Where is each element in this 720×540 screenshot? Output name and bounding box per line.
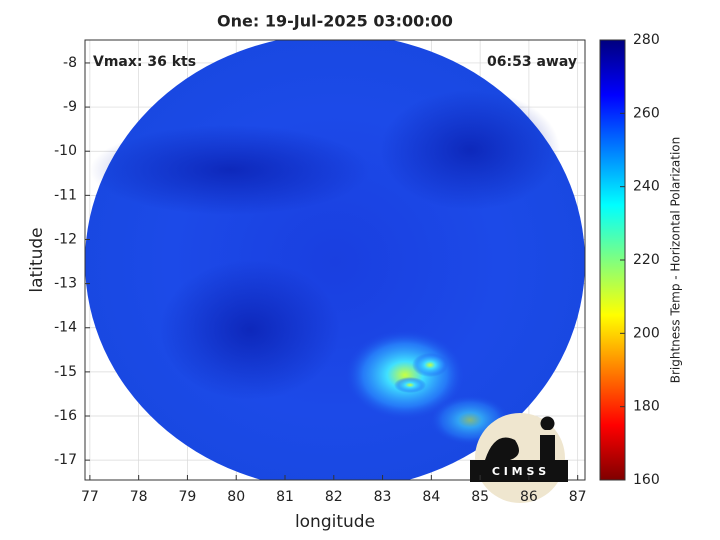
- x-tick-label: 82: [325, 489, 343, 505]
- x-tick-label: 80: [227, 489, 245, 505]
- colorbar-tick-label: 160: [633, 472, 660, 488]
- y-axis-label: latitude: [27, 227, 47, 292]
- y-tick-label: -10: [54, 143, 77, 159]
- colorbar-tick-label: 220: [633, 252, 660, 268]
- logo: C I M S S: [470, 413, 568, 503]
- x-tick-label: 77: [81, 489, 99, 505]
- x-tick-label: 84: [422, 489, 440, 505]
- logo-text: C I M S S: [492, 465, 546, 478]
- y-tick-label: -16: [54, 408, 77, 424]
- y-tick-label: -12: [54, 231, 77, 247]
- y-tick-label: -15: [54, 364, 77, 380]
- x-tick-label: 87: [569, 489, 587, 505]
- x-tick-label: 83: [374, 489, 392, 505]
- x-tick-label: 85: [471, 489, 489, 505]
- y-tick-label: -8: [63, 55, 77, 71]
- y-tick-label: -9: [63, 99, 77, 115]
- colorbar-tick-label: 280: [633, 32, 660, 48]
- y-tick-label: -11: [54, 187, 77, 203]
- chart-title: One: 19-Jul-2025 03:00:00: [217, 12, 453, 31]
- colorbar-tick-label: 180: [633, 399, 660, 415]
- colorbar-tick-label: 200: [633, 325, 660, 341]
- annotation: 06:53 away: [487, 54, 577, 70]
- satellite-image: [85, 40, 585, 480]
- plot-frame: [84, 39, 586, 481]
- y-tick-label: -14: [54, 320, 77, 336]
- x-tick-label: 81: [276, 489, 294, 505]
- y-tick-label: -13: [54, 276, 77, 292]
- x-tick-label: 78: [130, 489, 148, 505]
- y-tick-label: -17: [54, 452, 77, 468]
- colorbar-tick-label: 240: [633, 179, 660, 195]
- x-axis-label: longitude: [295, 512, 375, 532]
- colorbar-label: Brightness Temp - Horizontal Polarizatio…: [669, 137, 683, 384]
- x-tick-label: 86: [520, 489, 538, 505]
- annotation: Vmax: 36 kts: [93, 54, 196, 70]
- colorbar-tick-label: 260: [633, 105, 660, 121]
- x-tick-label: 79: [179, 489, 197, 505]
